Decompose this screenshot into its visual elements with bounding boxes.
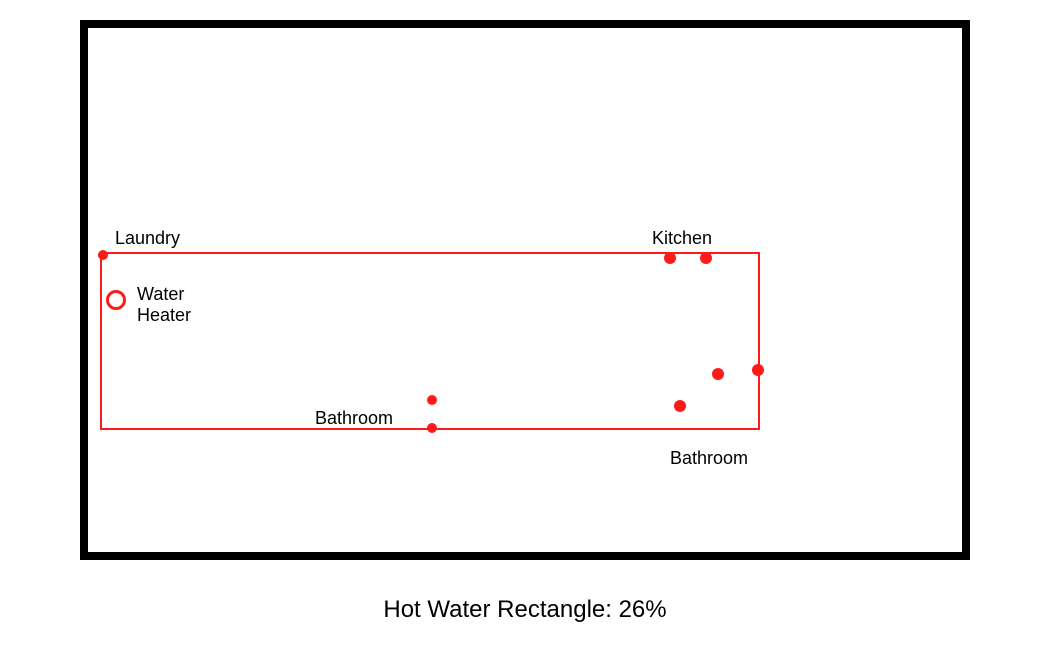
label-water-heater: Water Heater (137, 284, 191, 326)
fixture-dot (752, 364, 764, 376)
diagram-canvas: Laundry Water Heater Kitchen Bathroom Ba… (0, 0, 1050, 672)
label-bathroom-1: Bathroom (315, 408, 393, 429)
figure-caption: Hot Water Rectangle: 26% (0, 596, 1050, 624)
fixture-dot (664, 252, 676, 264)
fixture-dot (98, 250, 108, 260)
fixture-dot (712, 368, 724, 380)
fixture-dot (674, 400, 686, 412)
label-bathroom-2: Bathroom (670, 448, 748, 469)
fixture-dot (700, 252, 712, 264)
fixture-dot (427, 423, 437, 433)
label-kitchen: Kitchen (652, 228, 712, 249)
fixture-dot (427, 395, 437, 405)
water-heater-icon (106, 290, 126, 310)
label-laundry: Laundry (115, 228, 180, 249)
